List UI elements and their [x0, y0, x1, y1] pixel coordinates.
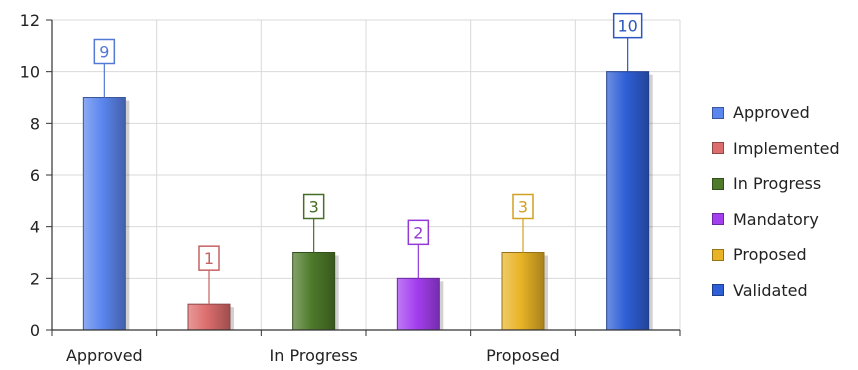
data-label-box — [612, 12, 643, 39]
data-label: 3 — [309, 198, 319, 217]
data-label: 1 — [204, 249, 214, 268]
data-label: 3 — [518, 198, 528, 217]
x-tick-label: Approved — [66, 346, 143, 365]
grid-lines — [52, 19, 681, 330]
legend-swatch — [712, 177, 724, 190]
data-label-box — [407, 219, 430, 246]
legend-swatch — [712, 142, 724, 155]
x-tick-label: Proposed — [486, 346, 560, 365]
legend-label: Validated — [733, 280, 808, 300]
legend: Approved Implemented In Progress Mandato… — [712, 95, 840, 308]
bar — [82, 97, 126, 331]
data-labels: 9 1 3 2 3 10 — [93, 12, 643, 305]
legend-label: Proposed — [733, 245, 807, 265]
legend-swatch — [712, 284, 724, 297]
data-label-box — [93, 38, 116, 65]
y-tick-label: 4 — [30, 218, 40, 237]
legend-item: Validated — [712, 273, 840, 309]
bar — [606, 71, 650, 331]
data-label-box — [198, 245, 220, 271]
x-tick-label: In Progress — [270, 346, 358, 365]
legend-swatch — [712, 248, 724, 261]
bar — [501, 252, 545, 331]
bar-series — [82, 71, 653, 331]
bar — [292, 252, 336, 331]
y-tick-label: 0 — [30, 321, 40, 340]
y-tick-label: 6 — [30, 166, 40, 185]
data-label-box — [512, 193, 534, 220]
bar — [396, 277, 440, 331]
legend-item: Approved — [712, 95, 840, 131]
bar — [187, 303, 231, 331]
legend-label: Approved — [733, 103, 810, 123]
y-tick-label: 2 — [30, 269, 40, 288]
legend-label: In Progress — [733, 174, 822, 194]
legend-swatch — [712, 106, 724, 119]
legend-item: Proposed — [712, 237, 840, 273]
legend-item: Mandatory — [712, 202, 840, 238]
data-label: 10 — [617, 17, 637, 36]
legend-label: Mandatory — [733, 209, 819, 229]
legend-label: Implemented — [733, 138, 840, 158]
legend-item: Implemented — [712, 131, 840, 167]
legend-swatch — [712, 213, 724, 226]
y-tick-label: 12 — [20, 11, 40, 30]
y-tick-label: 8 — [30, 114, 40, 133]
data-label: 2 — [413, 223, 423, 242]
data-label-box — [302, 193, 325, 220]
legend-item: In Progress — [712, 166, 840, 202]
data-label: 9 — [99, 43, 109, 62]
y-tick-label: 10 — [20, 63, 40, 82]
